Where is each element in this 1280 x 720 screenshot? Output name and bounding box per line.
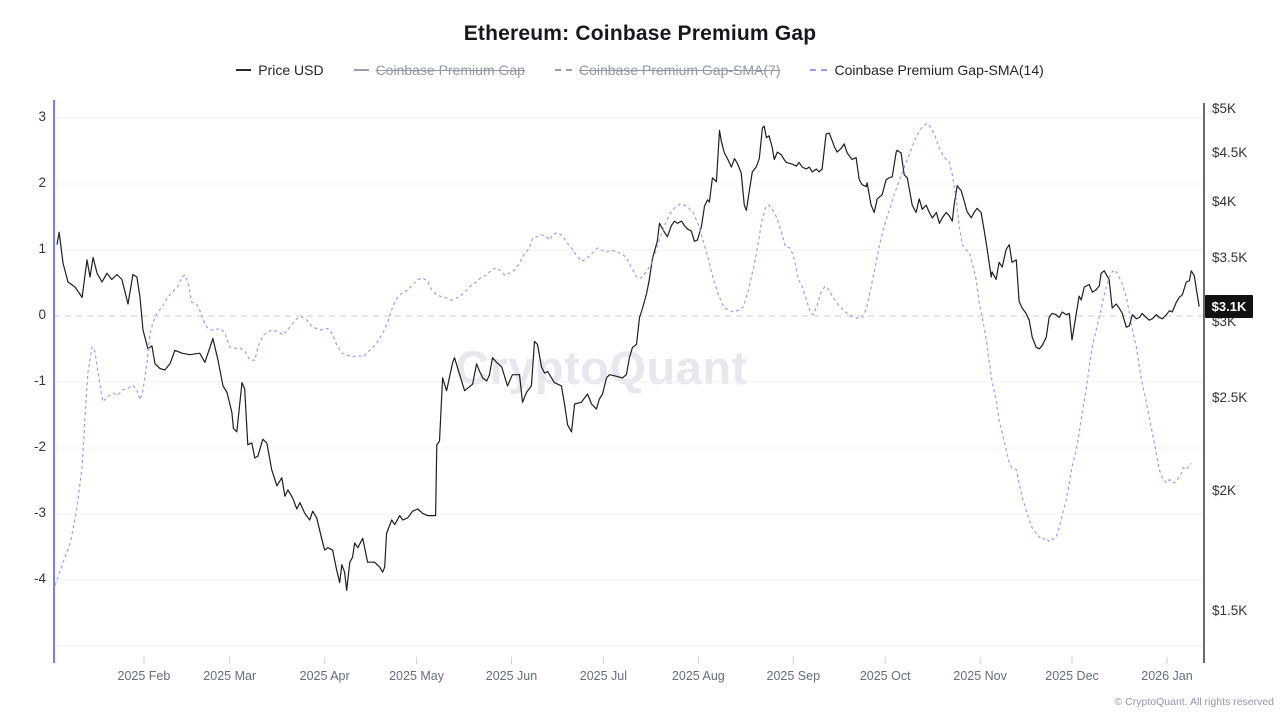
- x-axis-tick-label: 2025 Nov: [953, 669, 1007, 683]
- x-axis-tick-label: 2025 Apr: [299, 669, 350, 683]
- left-axis-tick-label: -2: [33, 439, 46, 454]
- x-axis-tick-label: 2025 Sep: [766, 669, 821, 683]
- page-title: Ethereum: Coinbase Premium Gap: [463, 22, 817, 45]
- right-axis-tick-label: $3.5K: [1212, 249, 1248, 265]
- left-axis-tick-label: -4: [33, 571, 46, 586]
- right-axis-tick-label: $2K: [1212, 483, 1237, 499]
- left-axis-tick-label: 0: [38, 307, 46, 322]
- x-axis-tick-label: 2025 Aug: [671, 669, 725, 683]
- x-axis-tick-label: 2026 Jan: [1141, 669, 1193, 683]
- coinbase-premium-gap-line-marker: [353, 69, 369, 71]
- series-premium-gap-sma14: [54, 122, 1192, 586]
- left-axis-tick-label: -3: [33, 505, 46, 520]
- x-axis-tick-label: 2025 May: [389, 669, 444, 683]
- x-axis-tick-label: 2025 Feb: [117, 669, 171, 683]
- coinbase-premium-gap-sma7-line-marker: [554, 69, 572, 71]
- x-axis-tick-label: 2025 Jun: [485, 669, 538, 683]
- x-axis-tick-label: 2025 Dec: [1045, 669, 1099, 683]
- right-axis-tick-label: $4.5K: [1212, 144, 1248, 160]
- legend-item-coinbase-premium-gap-sma7[interactable]: Coinbase Premium Gap-SMA(7): [554, 62, 781, 78]
- cryptoquant-watermark: CryptoQuant: [455, 341, 748, 394]
- x-axis-tick-label: 2025 Jul: [579, 669, 628, 683]
- right-axis-tick-label: $1.5K: [1212, 602, 1248, 618]
- right-axis-tick-label: $4K: [1212, 194, 1237, 210]
- copyright-notice: © CryptoQuant. All rights reserved: [1114, 696, 1274, 708]
- legend-item-price-usd[interactable]: Price USD: [236, 62, 324, 78]
- price-usd-line-marker: [236, 69, 252, 71]
- last-price-badge: $3.1K: [1205, 295, 1253, 319]
- legend-item-label: Coinbase Premium Gap-SMA(14): [834, 62, 1044, 78]
- legend-item-label: Price USD: [258, 62, 324, 78]
- x-axis-tick-label: 2025 Mar: [203, 669, 257, 683]
- left-axis-tick-label: 2: [38, 175, 46, 190]
- legend-item-label: Coinbase Premium Gap: [375, 62, 525, 78]
- series-price-usd: [56, 125, 1200, 591]
- legend-item-label: Coinbase Premium Gap-SMA(7): [578, 62, 781, 78]
- x-axis-tick-label: 2025 Oct: [859, 669, 911, 683]
- left-axis-tick-label: 3: [38, 109, 46, 124]
- legend-item-coinbase-premium-gap-sma14[interactable]: Coinbase Premium Gap-SMA(14): [810, 62, 1044, 78]
- legend-item-coinbase-premium-gap[interactable]: Coinbase Premium Gap: [353, 62, 525, 78]
- left-axis-tick-label: 1: [38, 241, 46, 256]
- right-axis-tick-label: $2.5K: [1212, 389, 1248, 405]
- legend: Price USD Coinbase Premium Gap Coinbase …: [0, 62, 1280, 78]
- right-axis-tick-label: $5K: [1212, 101, 1237, 116]
- coinbase-premium-gap-sma14-line-marker: [810, 69, 828, 71]
- left-axis-tick-label: -1: [33, 373, 46, 388]
